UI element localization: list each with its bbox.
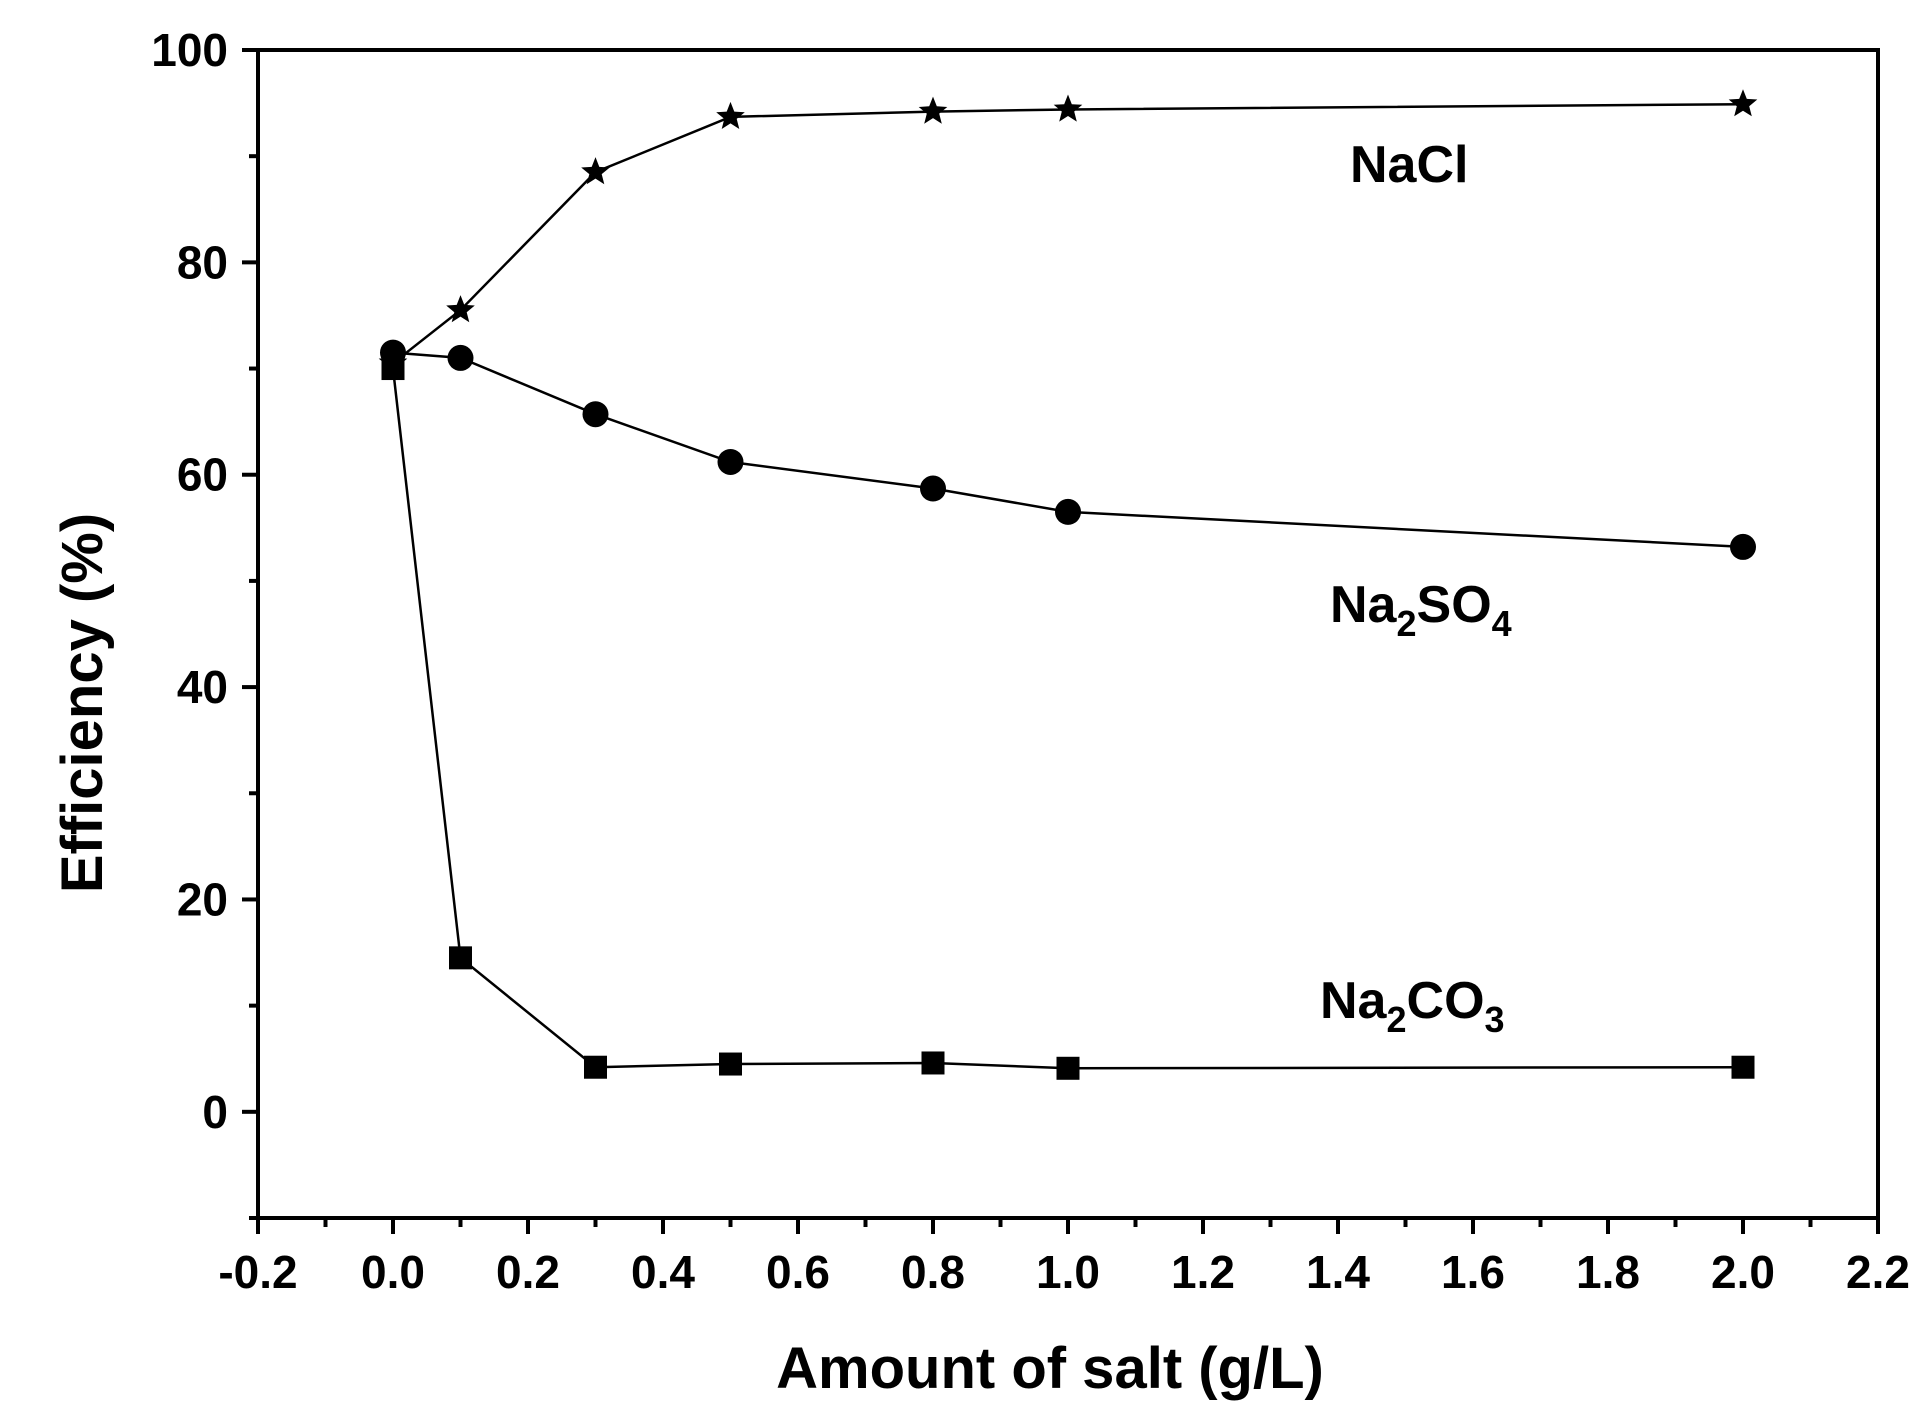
x-tick-label: 0.8 (901, 1246, 965, 1298)
series-line-na2co3 (391, 368, 1744, 1070)
point-nacl (716, 101, 745, 129)
x-tick-label: -0.2 (218, 1246, 297, 1298)
point-na2so4 (1730, 533, 1756, 560)
series-line-nacl (392, 102, 1744, 365)
x-tick-label: 2.0 (1711, 1246, 1775, 1298)
x-tick-label: 1.2 (1171, 1246, 1235, 1298)
point-na2so4 (1055, 498, 1081, 525)
x-tick-label: 1.6 (1441, 1246, 1505, 1298)
x-tick-label: 0.0 (361, 1246, 425, 1298)
series-markers (378, 89, 1758, 1080)
x-tick-label: 0.6 (766, 1246, 830, 1298)
point-nacl (581, 157, 610, 185)
point-na2co3 (1731, 1055, 1755, 1079)
x-tick-label: 0.2 (496, 1246, 560, 1298)
point-na2so4 (717, 448, 744, 475)
point-na2co3 (719, 1052, 742, 1076)
point-na2so4 (920, 475, 946, 502)
point-nacl (918, 96, 948, 124)
annotation-na2co3: Na2CO3 (1320, 972, 1505, 1040)
y-tick-label: 60 (177, 449, 228, 501)
point-na2so4 (582, 401, 609, 428)
x-tick-label: 0.4 (631, 1246, 695, 1298)
y-axis-label: Efficiency (%) (50, 513, 115, 893)
x-tick-label: 1.0 (1036, 1246, 1100, 1298)
point-na2so4 (447, 344, 474, 371)
y-tick-label: 0 (202, 1086, 228, 1138)
point-na2co3 (584, 1055, 607, 1079)
annotation-na2so4: Na2SO4 (1330, 576, 1512, 644)
plot-frame (256, 48, 1880, 1220)
point-na2co3 (1056, 1056, 1080, 1080)
y-tick-label: 40 (177, 661, 228, 713)
y-tick-label: 80 (177, 236, 228, 288)
point-nacl (1053, 94, 1083, 122)
x-tick-label: 1.4 (1306, 1246, 1370, 1298)
point-na2co3 (381, 357, 405, 381)
x-tick-label: 2.2 (1846, 1246, 1910, 1298)
point-na2co3 (449, 946, 472, 970)
y-tick-label: 100 (151, 24, 228, 76)
annotation-nacl: NaCl (1350, 136, 1468, 194)
point-nacl (1728, 89, 1758, 117)
x-axis-label: Amount of salt (g/L) (776, 1336, 1324, 1401)
axes: -0.2 0.0 0.2 0.4 0.6 0.8 1.0 1.2 1.4 1.6 1.8 2.0 2.2… (151, 24, 1910, 1298)
y-tick-label: 20 (177, 873, 228, 925)
series-lines (391, 102, 1744, 1070)
point-nacl (446, 295, 475, 323)
x-tick-label: 1.8 (1576, 1246, 1640, 1298)
point-na2co3 (921, 1051, 945, 1075)
